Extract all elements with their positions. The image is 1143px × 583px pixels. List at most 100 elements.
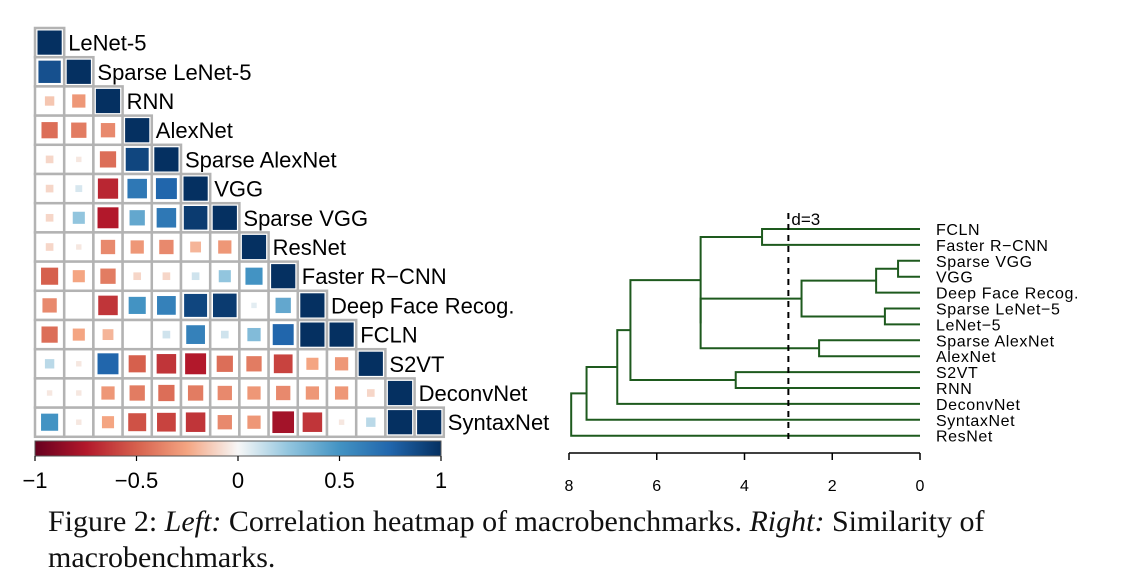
heatmap-cell (358, 351, 383, 376)
heatmap-cell (271, 264, 296, 289)
heatmap-cell (76, 244, 82, 250)
heatmap-cell (387, 410, 413, 435)
caption-left-label: Left: (164, 505, 222, 538)
heatmap-cell (162, 330, 171, 339)
heatmap-cell (66, 59, 91, 84)
heatmap-cell (245, 267, 263, 285)
dendrogram-leaf-label: AlexNet (936, 349, 996, 366)
colorbar-tick-label: −1 (22, 468, 47, 493)
heatmap-cell (216, 355, 233, 372)
heatmap-row-label: DeconvNet (419, 381, 528, 406)
heatmap-cell (101, 386, 115, 400)
heatmap-cell (41, 267, 59, 285)
heatmap-cell (76, 156, 82, 163)
heatmap-cell (128, 296, 146, 314)
figure-label: Figure 2: (48, 505, 158, 538)
heatmap-cell (247, 415, 261, 429)
dendrogram-branch (585, 366, 920, 421)
heatmap-cell (247, 327, 261, 342)
heatmap-cell (72, 270, 85, 283)
dendrogram-x-tick-label: 4 (740, 478, 749, 495)
heatmap-cell (156, 208, 177, 228)
heatmap-cell (45, 213, 54, 222)
heatmap-cell (183, 176, 208, 201)
dendrogram-x-tick-label: 6 (652, 478, 661, 495)
dendrogram-leaf-label: FCLN (936, 222, 980, 239)
heatmap-cell (190, 241, 202, 253)
heatmap-cell (334, 357, 349, 371)
dendrogram-branch (570, 392, 920, 437)
heatmap-cell-frame (62, 172, 95, 205)
colorbar-tick-label: 1 (435, 468, 447, 493)
dendrogram-leaf-label: RNN (936, 381, 972, 398)
heatmap-cell (157, 412, 176, 432)
heatmap-cell (128, 355, 146, 373)
dendrogram-x-tick-label: 2 (828, 478, 837, 495)
dendrogram-branch (699, 297, 820, 350)
heatmap-cell (75, 185, 83, 193)
heatmap-cell (100, 123, 116, 138)
heatmap-cell (129, 385, 145, 401)
heatmap-cell (44, 96, 55, 106)
dendrogram-leaf-label: Sparse VGG (936, 254, 1033, 271)
heatmap-cell-frame (62, 114, 95, 147)
heatmap-row-label: RNN (127, 89, 175, 114)
heatmap-cell (154, 147, 179, 172)
heatmap-cell (102, 329, 114, 341)
dendrogram-branch (800, 279, 885, 318)
heatmap-cell (213, 293, 237, 318)
heatmap-cell (162, 272, 171, 281)
heatmap-row-label: ResNet (273, 235, 346, 260)
heatmap-cell (100, 268, 116, 284)
heatmap-row-label: VGG (214, 177, 263, 202)
heatmap-cell (72, 211, 85, 224)
heatmap-cell (217, 415, 232, 430)
heatmap-cells (33, 26, 446, 439)
heatmap-cell (272, 324, 294, 346)
colorbar-tick-label: −0.5 (115, 468, 158, 493)
heatmap-cell (76, 361, 82, 367)
heatmap-cell (329, 322, 354, 347)
dendrogram-leaf-label: LeNet−5 (936, 317, 1001, 334)
heatmap-cell (417, 410, 442, 435)
correlation-heatmap: LeNet-5 Sparse LeNet-5 RNN AlexNet Sparse Al… (22, 26, 550, 493)
dendrogram-x-tick-label: 8 (565, 478, 574, 495)
dendrogram-branch (629, 279, 736, 382)
colorbar (34, 440, 442, 457)
figure-caption: Figure 2: Left: Correlation heatmap of m… (48, 504, 1108, 576)
heatmap-cell (127, 178, 147, 199)
heatmap-row-label: Faster R−CNN (302, 264, 447, 289)
heatmap-cell (41, 413, 59, 431)
heatmap-cell (76, 390, 82, 396)
heatmap-cell (156, 354, 177, 374)
colorbar-tick-label: 0.5 (324, 468, 355, 493)
dendrogram-leaf-label: DeconvNet (936, 397, 1021, 414)
heatmap-cell (276, 385, 291, 401)
heatmap-cell (217, 385, 232, 401)
heatmap-row-label: SyntaxNet (448, 410, 550, 435)
dendrogram-branch (616, 329, 920, 405)
dendrogram-branch (818, 339, 920, 358)
heatmap-cell (159, 239, 174, 255)
heatmap-row-label: LeNet-5 (68, 31, 146, 56)
heatmap-cell (186, 325, 205, 344)
dendrogram-leaf-label: Faster R−CNN (936, 238, 1049, 255)
heatmap-cell (45, 155, 54, 164)
heatmap-cell (97, 207, 119, 229)
heatmap-cell (45, 243, 54, 251)
heatmap-cell (272, 411, 295, 434)
dendrogram-branch (897, 259, 920, 278)
heatmap-cell (125, 147, 149, 171)
heatmap-cell (185, 412, 206, 432)
heatmap-cell (46, 390, 53, 396)
heatmap-cell (157, 296, 176, 315)
heatmap-cell (247, 386, 261, 400)
dendrogram-branch (734, 371, 920, 389)
heatmap-cell (212, 205, 237, 230)
heatmap-cell (246, 356, 262, 372)
heatmap-row-label: FCLN (360, 323, 417, 348)
dendrogram-leaf-label: Sparse AlexNet (936, 333, 1055, 350)
heatmap-cell-frame (121, 318, 154, 351)
dendrogram-leaf-label: SyntaxNet (936, 413, 1015, 430)
heatmap-cell (125, 118, 150, 143)
